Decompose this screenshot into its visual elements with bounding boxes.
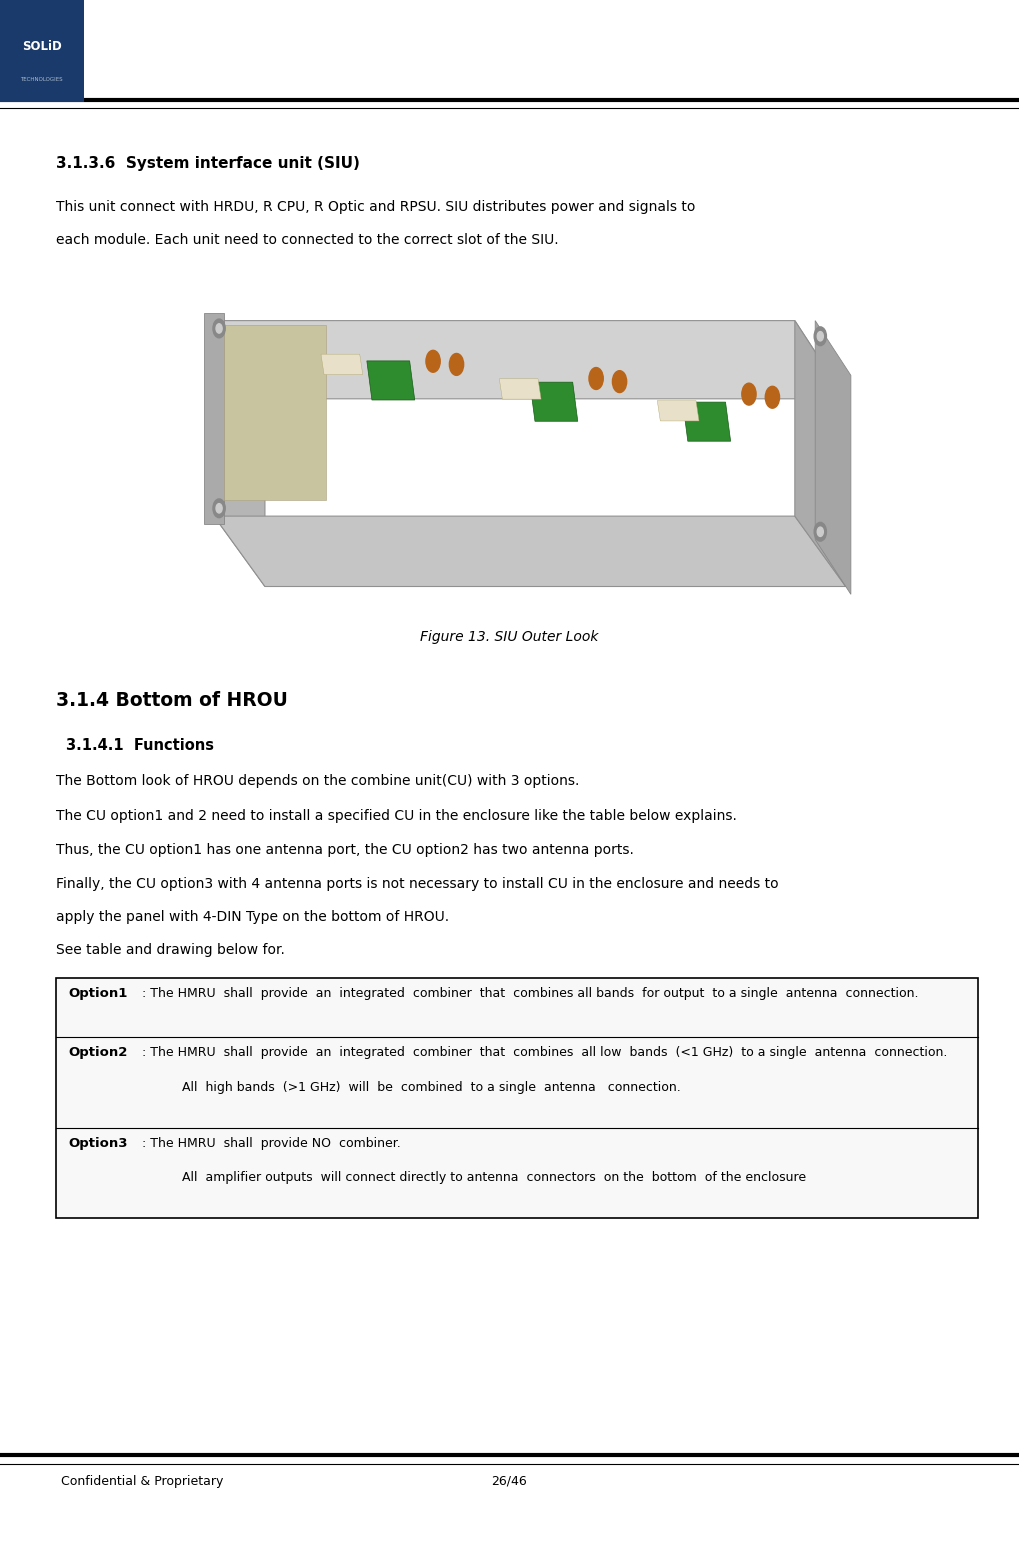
Circle shape	[817, 332, 823, 341]
Text: each module. Each unit need to connected to the correct slot of the SIU.: each module. Each unit need to connected…	[56, 233, 558, 247]
Circle shape	[814, 327, 826, 346]
Text: apply the panel with 4-DIN Type on the bottom of HROU.: apply the panel with 4-DIN Type on the b…	[56, 910, 449, 924]
Circle shape	[213, 319, 225, 338]
Circle shape	[814, 522, 826, 541]
Text: Finally, the CU option3 with 4 antenna ports is not necessary to install CU in t: Finally, the CU option3 with 4 antenna p…	[56, 877, 779, 891]
Circle shape	[742, 383, 756, 405]
Text: Option1: Option1	[68, 987, 127, 999]
Polygon shape	[795, 321, 846, 586]
Text: This unit connect with HRDU, R CPU, R Optic and RPSU. SIU distributes power and : This unit connect with HRDU, R CPU, R Op…	[56, 200, 695, 214]
Polygon shape	[683, 402, 731, 441]
Text: SOLiD: SOLiD	[21, 41, 62, 53]
Polygon shape	[530, 382, 578, 421]
Text: All  amplifier outputs  will connect directly to antenna  connectors  on the  bo: All amplifier outputs will connect direc…	[138, 1171, 806, 1184]
Text: 3.1.4.1  Functions: 3.1.4.1 Functions	[66, 738, 214, 754]
FancyBboxPatch shape	[0, 0, 84, 102]
Text: 3.1.4 Bottom of HROU: 3.1.4 Bottom of HROU	[56, 691, 288, 710]
Text: Figure 13. SIU Outer Look: Figure 13. SIU Outer Look	[420, 630, 599, 644]
Text: See table and drawing below for.: See table and drawing below for.	[56, 943, 285, 957]
Polygon shape	[499, 378, 541, 399]
Polygon shape	[214, 321, 265, 586]
Polygon shape	[367, 361, 415, 400]
Text: The Bottom look of HROU depends on the combine unit(CU) with 3 options.: The Bottom look of HROU depends on the c…	[56, 774, 580, 788]
Text: Thus, the CU option1 has one antenna port, the CU option2 has two antenna ports.: Thus, the CU option1 has one antenna por…	[56, 843, 634, 857]
Circle shape	[449, 353, 464, 375]
Circle shape	[612, 371, 627, 393]
Text: : The HMRU  shall  provide NO  combiner.: : The HMRU shall provide NO combiner.	[138, 1137, 400, 1150]
Text: Option3: Option3	[68, 1137, 127, 1150]
Text: : The HMRU  shall  provide  an  integrated  combiner  that  combines  all low  b: : The HMRU shall provide an integrated c…	[138, 1046, 947, 1059]
Circle shape	[213, 499, 225, 518]
Text: Confidential & Proprietary: Confidential & Proprietary	[61, 1475, 223, 1487]
Text: 26/46: 26/46	[491, 1475, 528, 1487]
Polygon shape	[224, 325, 326, 500]
Text: TECHNOLOGIES: TECHNOLOGIES	[20, 77, 63, 83]
Polygon shape	[214, 321, 846, 399]
FancyBboxPatch shape	[56, 978, 978, 1218]
Text: : The HMRU  shall  provide  an  integrated  combiner  that  combines all bands  : : The HMRU shall provide an integrated c…	[138, 987, 918, 999]
Circle shape	[216, 324, 222, 333]
Circle shape	[817, 527, 823, 536]
Circle shape	[426, 350, 440, 372]
Circle shape	[589, 368, 603, 389]
Polygon shape	[214, 516, 846, 586]
Text: Option2: Option2	[68, 1046, 127, 1059]
Text: 3.1.3.6  System interface unit (SIU): 3.1.3.6 System interface unit (SIU)	[56, 156, 360, 172]
Text: All  high bands  (>1 GHz)  will  be  combined  to a single  antenna   connection: All high bands (>1 GHz) will be combined…	[138, 1081, 681, 1093]
Text: The CU option1 and 2 need to install a specified CU in the enclosure like the ta: The CU option1 and 2 need to install a s…	[56, 809, 737, 823]
Polygon shape	[657, 400, 699, 421]
Polygon shape	[204, 313, 224, 524]
Circle shape	[765, 386, 780, 408]
Polygon shape	[321, 353, 363, 374]
Polygon shape	[815, 321, 851, 594]
Circle shape	[216, 504, 222, 513]
